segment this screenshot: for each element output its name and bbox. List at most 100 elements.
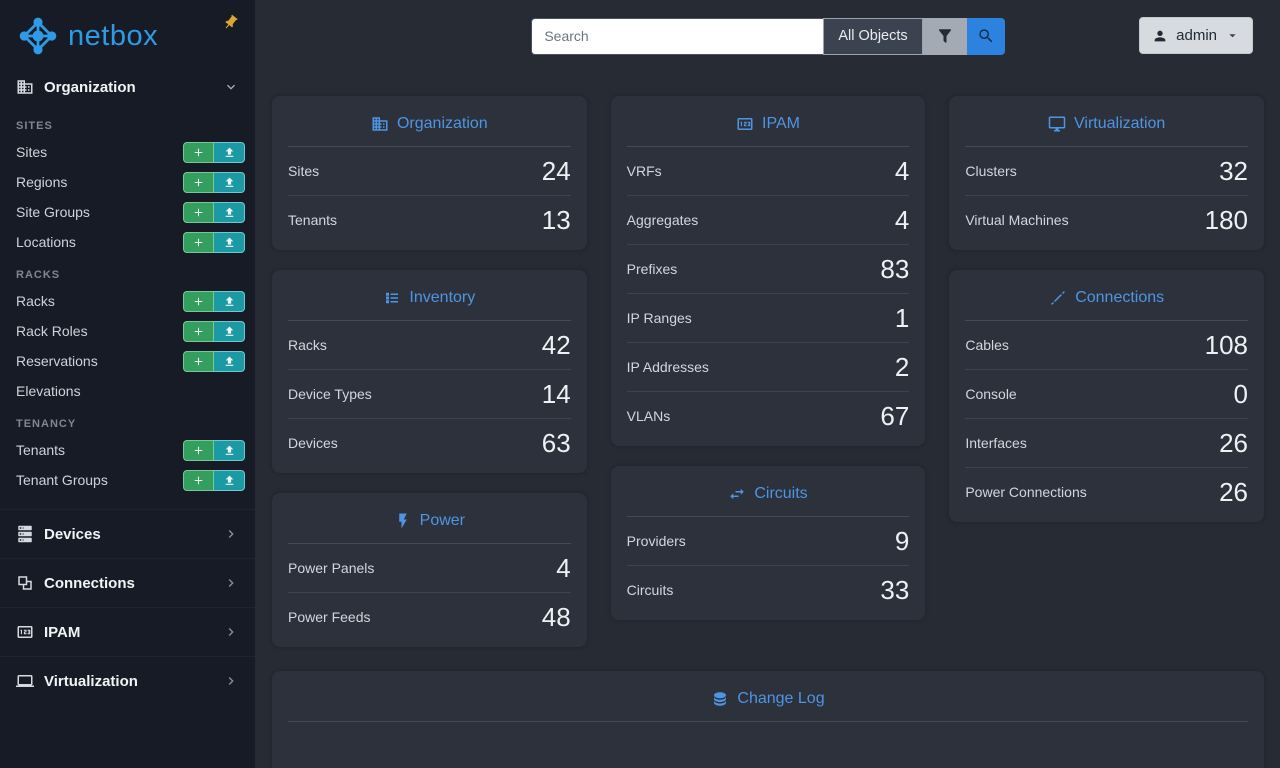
add-button[interactable]	[183, 469, 214, 491]
stat-label: VRFs	[626, 163, 662, 179]
sidebar-item-rack-roles[interactable]: Rack Roles	[0, 316, 255, 346]
stat-value: 0	[1233, 379, 1249, 409]
card-column-1: Organization Sites 24 Tenants 13 Invento…	[272, 96, 587, 647]
quick-actions	[183, 320, 245, 342]
add-button[interactable]	[183, 350, 214, 372]
import-button[interactable]	[214, 469, 245, 491]
sidebar-item-label: Rack Roles	[16, 323, 88, 339]
inventory-list-icon	[383, 289, 401, 307]
sidebar-item-tenants[interactable]: Tenants	[0, 435, 255, 465]
stat-row-power-connections[interactable]: Power Connections 26	[965, 468, 1248, 510]
user-menu-button[interactable]: admin	[1139, 17, 1253, 54]
sidebar-header: netbox	[0, 0, 255, 66]
stat-row-console[interactable]: Console 0	[965, 370, 1249, 419]
card-power-header[interactable]: Power	[288, 503, 571, 544]
stat-row-cables[interactable]: Cables 108	[965, 321, 1249, 370]
import-button[interactable]	[214, 320, 245, 342]
add-button[interactable]	[183, 290, 214, 312]
sidebar-group-connections[interactable]: Connections	[0, 558, 255, 607]
search-button[interactable]	[966, 17, 1005, 55]
add-button[interactable]	[183, 171, 214, 193]
card-connections-header[interactable]: Connections	[965, 280, 1249, 321]
quick-actions	[183, 201, 245, 223]
stat-row-providers[interactable]: Providers 9	[626, 517, 910, 566]
import-button[interactable]	[214, 141, 245, 163]
sidebar: netbox Organization SITES Sites Regions …	[0, 0, 256, 768]
add-button[interactable]	[183, 439, 214, 461]
cable-icon	[1049, 289, 1067, 307]
sidebar-item-label: Site Groups	[16, 204, 90, 220]
search-input[interactable]	[531, 17, 824, 55]
card-circuits-header[interactable]: Circuits	[626, 476, 910, 517]
stat-row-circuits[interactable]: Circuits 33	[627, 566, 910, 608]
building-icon	[371, 115, 389, 133]
import-button[interactable]	[214, 231, 245, 253]
sidebar-item-tenant-groups[interactable]: Tenant Groups	[0, 465, 255, 495]
sidebar-item-reservations[interactable]: Reservations	[0, 346, 255, 376]
import-button[interactable]	[214, 290, 245, 312]
stat-row-aggregates[interactable]: Aggregates 4	[626, 196, 910, 245]
search-scope-button[interactable]: All Objects	[823, 17, 923, 55]
pin-sidebar-icon[interactable]	[219, 11, 243, 35]
sidebar-item-elevations[interactable]: Elevations	[0, 376, 255, 406]
netbox-logo-icon	[16, 14, 60, 58]
stat-row-ip-ranges[interactable]: IP Ranges 1	[626, 294, 910, 343]
netbox-logo[interactable]: netbox	[16, 14, 158, 58]
sidebar-item-locations[interactable]: Locations	[0, 227, 255, 257]
card-change-log: Change Log	[272, 671, 1264, 768]
organization-icon	[16, 78, 34, 96]
sidebar-group-label: Devices	[44, 525, 101, 543]
quick-actions	[183, 350, 245, 372]
stat-row-prefixes[interactable]: Prefixes 83	[626, 245, 910, 294]
stat-row-racks[interactable]: Racks 42	[288, 321, 571, 370]
sidebar-item-site-groups[interactable]: Site Groups	[0, 197, 255, 227]
add-button[interactable]	[183, 201, 214, 223]
card-virtualization-header[interactable]: Virtualization	[965, 106, 1249, 147]
add-button[interactable]	[183, 231, 214, 253]
stat-value: 63	[541, 428, 571, 458]
import-button[interactable]	[214, 201, 245, 223]
ipam-icon	[736, 115, 754, 133]
stat-row-ip-addresses[interactable]: IP Addresses 2	[626, 343, 910, 392]
stat-row-virtual-machines[interactable]: Virtual Machines 180	[965, 196, 1248, 238]
stat-row-interfaces[interactable]: Interfaces 26	[965, 419, 1249, 468]
stat-row-power-feeds[interactable]: Power Feeds 48	[288, 593, 571, 635]
stat-row-vrfs[interactable]: VRFs 4	[626, 147, 910, 196]
stat-row-sites[interactable]: Sites 24	[288, 147, 571, 196]
import-button[interactable]	[214, 439, 245, 461]
sidebar-group-label: Virtualization	[44, 672, 138, 690]
sidebar-item-regions[interactable]: Regions	[0, 167, 255, 197]
sidebar-group-virtualization[interactable]: Virtualization	[0, 656, 255, 705]
stat-row-device-types[interactable]: Device Types 14	[288, 370, 571, 419]
sidebar-group-devices[interactable]: Devices	[0, 509, 255, 558]
stat-row-devices[interactable]: Devices 63	[288, 419, 571, 461]
sidebar-item-sites[interactable]: Sites	[0, 137, 255, 167]
chevron-down-icon	[223, 79, 239, 95]
card-change-log-header[interactable]: Change Log	[288, 681, 1248, 722]
sidebar-item-racks[interactable]: Racks	[0, 286, 255, 316]
import-button[interactable]	[214, 171, 245, 193]
quick-actions	[183, 439, 245, 461]
add-button[interactable]	[183, 141, 214, 163]
sidebar-group-organization[interactable]: Organization	[0, 66, 255, 108]
quick-actions	[183, 469, 245, 491]
card-ipam-header[interactable]: IPAM	[626, 106, 910, 147]
card-inventory-header[interactable]: Inventory	[288, 280, 571, 321]
import-button[interactable]	[214, 350, 245, 372]
monitor-icon	[1048, 115, 1066, 133]
card-virtualization: Virtualization Clusters 32 Virtual Machi…	[949, 96, 1265, 250]
sidebar-group-label: Organization	[44, 78, 136, 96]
stat-value: 33	[880, 575, 910, 605]
stat-row-vlans[interactable]: VLANs 67	[627, 392, 910, 434]
section-heading-sites: SITES	[16, 120, 53, 132]
card-organization-header[interactable]: Organization	[288, 106, 571, 147]
stat-row-power-panels[interactable]: Power Panels 4	[288, 544, 571, 593]
stat-row-tenants[interactable]: Tenants 13	[288, 196, 571, 238]
chevron-right-icon	[223, 624, 239, 640]
filter-button[interactable]	[922, 17, 967, 55]
stat-row-clusters[interactable]: Clusters 32	[965, 147, 1249, 196]
stat-label: Aggregates	[626, 212, 699, 228]
sidebar-group-ipam[interactable]: IPAM	[0, 607, 255, 656]
stat-value: 180	[1204, 205, 1249, 235]
add-button[interactable]	[183, 320, 214, 342]
